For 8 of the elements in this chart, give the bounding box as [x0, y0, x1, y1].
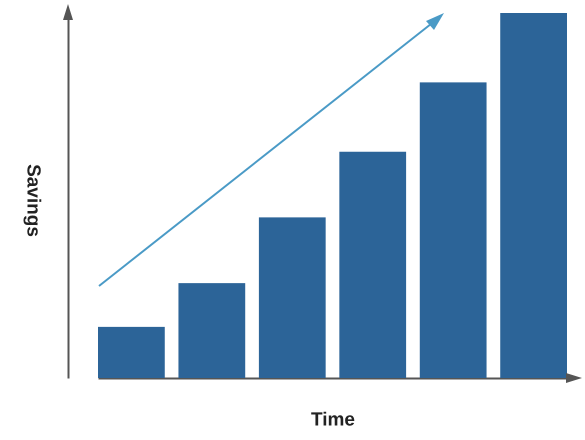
bar: [98, 326, 165, 378]
x-axis-title: Time: [310, 410, 356, 430]
bar: [500, 13, 567, 378]
y-axis-title: Savings: [22, 164, 44, 237]
bar: [258, 217, 326, 378]
bar: [420, 82, 487, 378]
bar: [178, 283, 246, 378]
bar: [339, 152, 406, 378]
